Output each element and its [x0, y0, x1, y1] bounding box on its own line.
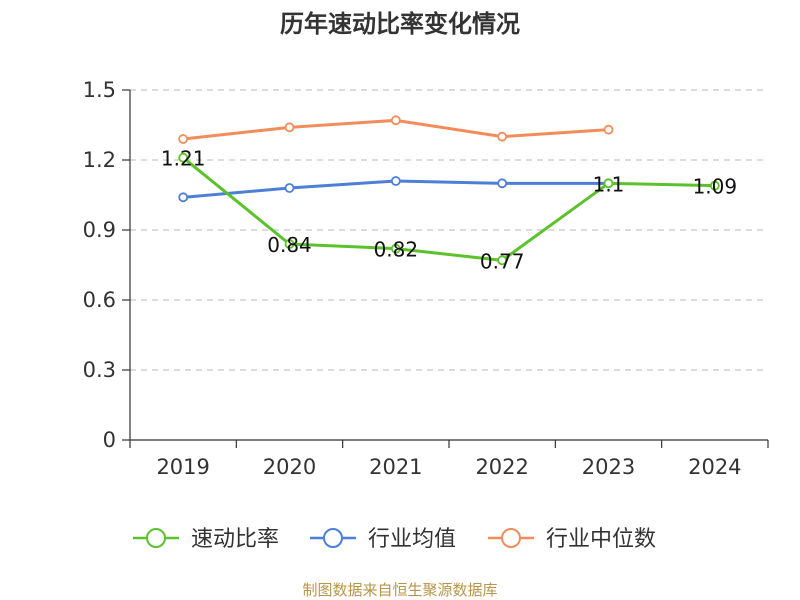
x-tick-label: 2021 [369, 455, 422, 479]
data-point [390, 176, 401, 186]
data-point [284, 122, 295, 133]
x-tick-label: 2023 [582, 455, 635, 479]
y-tick-label: 0.9 [83, 218, 116, 242]
data-label: 0.77 [480, 249, 525, 273]
data-point [178, 192, 189, 203]
data-point [178, 134, 189, 144]
legend-label: 行业中位数 [546, 527, 656, 552]
data-label: 1.1 [593, 172, 625, 196]
chart-title: 历年速动比率变化情况 [280, 10, 520, 38]
data-label: 1.09 [693, 175, 738, 199]
series-2 [178, 115, 614, 144]
data-point [284, 183, 295, 193]
y-tick-label: 0.3 [83, 358, 116, 382]
x-tick-label: 2019 [156, 455, 209, 479]
data-label: 0.84 [267, 233, 312, 257]
axes: 0 0.3 0.6 0.9 1.2 1.5 2019 2020 2021 2022 2023 2024 [83, 78, 769, 479]
data-point [497, 255, 508, 266]
series-1 [178, 176, 614, 203]
series-0 [178, 152, 720, 266]
data-point [497, 131, 508, 142]
legend-marker [146, 528, 166, 548]
legend-label: 速动比率 [191, 527, 279, 552]
legend-label: 行业均值 [368, 527, 456, 552]
legend-item: 行业中位数 [488, 527, 656, 552]
x-tick-label: 2024 [688, 455, 741, 479]
grid-lines [130, 89, 768, 371]
source-note: 制图数据来自恒生聚源数据库 [302, 581, 497, 599]
series-line [182, 156, 715, 262]
y-tick-label: 1.5 [83, 78, 116, 102]
data-point [284, 239, 295, 249]
data-point [709, 180, 720, 191]
data-point [603, 124, 614, 135]
y-tick-label: 1.2 [83, 148, 116, 172]
data-point [390, 115, 401, 126]
data-point [603, 178, 614, 189]
legend-marker [323, 528, 343, 548]
data-point [178, 152, 189, 163]
y-tick-label: 0 [103, 428, 116, 452]
x-tick-label: 2020 [263, 455, 316, 479]
data-label: 1.21 [161, 147, 206, 171]
legend: 速动比率 行业均值 行业中位数 [133, 527, 656, 552]
legend-marker [501, 528, 521, 548]
legend-item: 速动比率 [133, 527, 279, 552]
y-tick-label: 0.6 [83, 288, 116, 312]
data-point [497, 178, 508, 189]
legend-item: 行业均值 [310, 527, 456, 552]
data-label: 0.82 [374, 238, 419, 262]
data-point [390, 243, 401, 254]
series-layer [178, 115, 720, 266]
data-labels: 1.21 0.84 0.82 0.77 1.1 1.09 [161, 147, 737, 274]
x-tick-label: 2022 [475, 455, 528, 479]
